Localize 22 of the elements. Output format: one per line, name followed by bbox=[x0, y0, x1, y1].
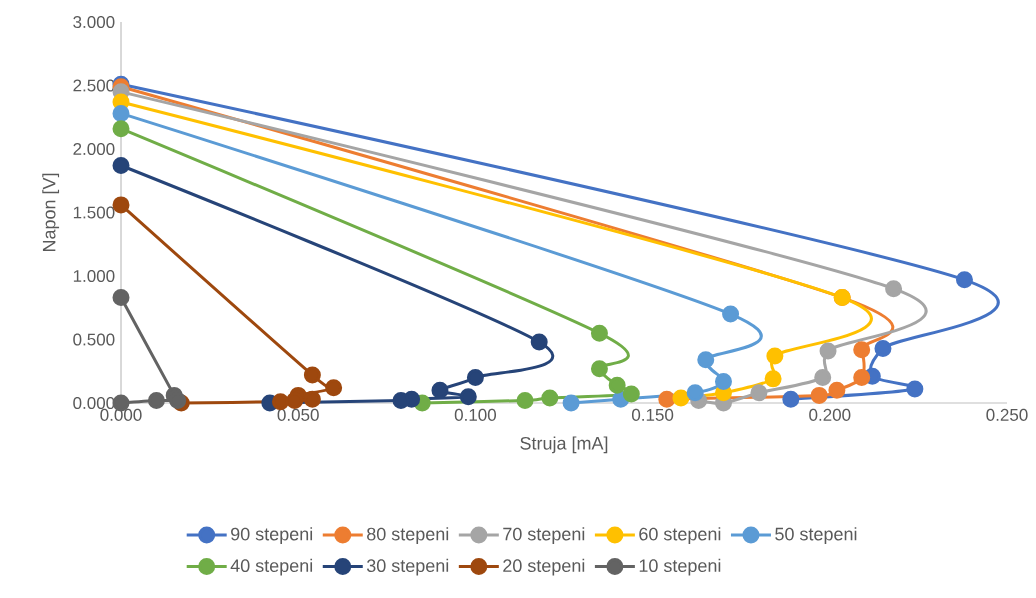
x-tick-label: 0.150 bbox=[631, 408, 674, 421]
legend-label: 30 stepeni bbox=[366, 558, 449, 576]
x-tick-label: 0.250 bbox=[986, 408, 1028, 421]
x-tick-label: 0.000 bbox=[100, 408, 142, 421]
legend-label: 60 stepeni bbox=[639, 527, 721, 544]
legend-label: 80 stepeni bbox=[367, 527, 449, 544]
x-tick-label: 0.100 bbox=[454, 408, 497, 421]
x-axis-title: Struja [mA] bbox=[520, 436, 608, 454]
x-tick-label: 0.050 bbox=[277, 408, 319, 421]
legend-label: 10 stepeni bbox=[639, 558, 721, 576]
legend-label: 40 stepeni bbox=[230, 558, 313, 576]
legend-label: 20 stepeni bbox=[503, 558, 585, 576]
legend-label: 70 stepeni bbox=[503, 527, 585, 544]
y-tick-label: 1.000 bbox=[73, 269, 115, 283]
y-tick-label: 2.000 bbox=[73, 142, 115, 156]
y-tick-label: 0.500 bbox=[73, 333, 115, 346]
y-tick-label: 3.000 bbox=[73, 15, 115, 29]
y-axis-title: Napon [V] bbox=[42, 173, 60, 252]
x-tick-label: 0.200 bbox=[809, 408, 851, 421]
legend-label: 50 stepeni bbox=[775, 527, 857, 544]
legend-label: 90 stepeni bbox=[231, 527, 313, 544]
y-tick-label: 1.500 bbox=[73, 206, 115, 219]
